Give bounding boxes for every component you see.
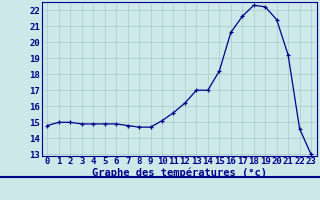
X-axis label: Graphe des températures (°c): Graphe des températures (°c) [92, 168, 267, 178]
